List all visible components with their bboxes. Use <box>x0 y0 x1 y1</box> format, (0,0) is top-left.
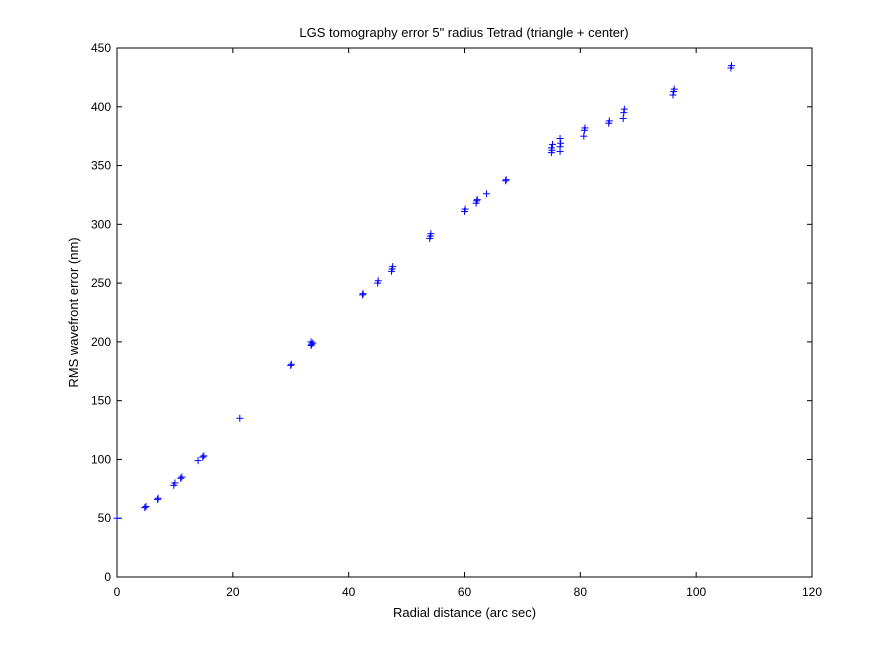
y-tick-label: 400 <box>91 100 111 114</box>
data-point <box>727 62 735 70</box>
x-tick-label: 80 <box>574 585 588 599</box>
tick-labels: 0 20 40 60 80 100 120 0 50 100 150 200 250 300 350 400 4… <box>91 41 822 599</box>
data-point <box>200 452 208 460</box>
y-tick-label: 250 <box>91 276 111 290</box>
data-point <box>359 291 367 299</box>
x-tick-label: 100 <box>686 585 706 599</box>
data-point <box>287 361 295 369</box>
x-tick-label: 20 <box>226 585 240 599</box>
data-point <box>178 473 186 481</box>
data-point <box>620 105 628 113</box>
data-points <box>113 62 735 522</box>
data-point <box>556 135 564 143</box>
data-point <box>669 91 677 99</box>
data-point <box>171 479 179 487</box>
data-point <box>141 504 149 512</box>
data-point <box>374 277 382 285</box>
data-point <box>580 132 588 140</box>
data-point <box>473 197 481 205</box>
data-point <box>154 494 162 502</box>
data-point <box>557 139 565 147</box>
data-point <box>581 124 589 132</box>
data-point <box>307 338 315 346</box>
data-point <box>427 230 435 238</box>
data-point <box>113 514 121 522</box>
y-tick-label: 200 <box>91 335 111 349</box>
data-point <box>142 502 150 510</box>
x-tick-label: 60 <box>458 585 472 599</box>
data-point <box>461 205 469 213</box>
y-tick-label: 150 <box>91 394 111 408</box>
data-point <box>547 144 555 152</box>
data-point <box>177 474 185 482</box>
y-tick-label: 50 <box>98 511 112 525</box>
data-point <box>199 453 207 461</box>
x-tick-label: 120 <box>802 585 822 599</box>
data-point <box>502 177 510 185</box>
data-point <box>359 290 367 298</box>
data-point <box>483 190 491 198</box>
data-point <box>154 495 162 503</box>
data-point <box>502 176 510 184</box>
data-point <box>287 360 295 368</box>
x-axis-title: Radial distance (arc sec) <box>393 605 536 620</box>
y-tick-label: 350 <box>91 159 111 173</box>
data-point <box>549 140 557 148</box>
y-tick-label: 300 <box>91 217 111 231</box>
x-tick-label: 40 <box>342 585 356 599</box>
y-tick-label: 0 <box>104 570 111 584</box>
data-point <box>620 109 628 117</box>
y-tick-label: 450 <box>91 41 111 55</box>
axis-ticks <box>116 47 813 578</box>
data-point <box>670 85 678 93</box>
data-point <box>556 143 564 151</box>
data-point <box>236 414 244 422</box>
data-point <box>194 457 202 465</box>
chart-title: LGS tomography error 5" radius Tetrad (t… <box>299 25 628 40</box>
data-point <box>619 115 627 123</box>
y-axis-title: RMS wavefront error (nm) <box>66 237 81 387</box>
data-point <box>389 263 397 271</box>
y-tick-label: 100 <box>91 452 111 466</box>
plot-area <box>116 47 813 578</box>
data-point <box>605 117 613 125</box>
data-point <box>473 196 481 204</box>
x-tick-label: 0 <box>114 585 121 599</box>
data-point <box>309 339 317 347</box>
